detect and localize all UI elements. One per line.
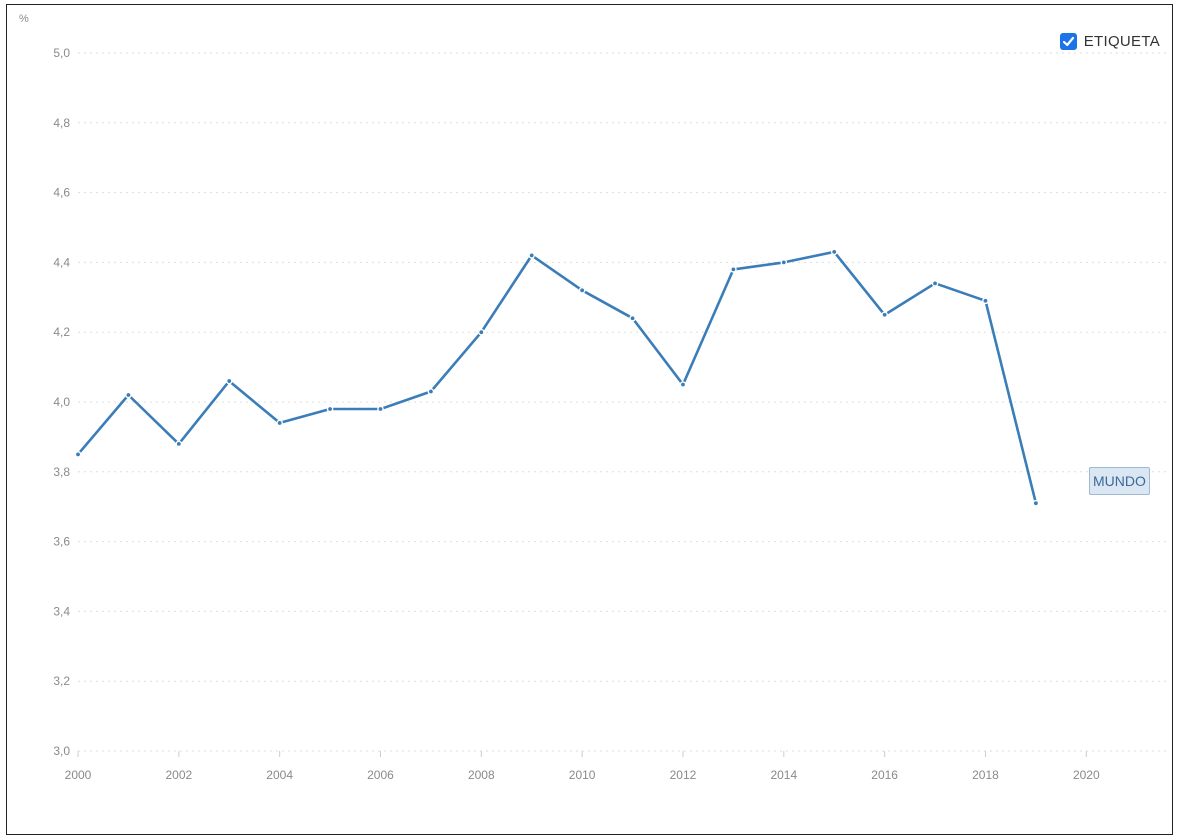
y-tick-label: 3,2: [53, 674, 70, 688]
chart-frame: 3,0 3,2 3,4 3,6 3,8 4,0 4,2 4,4 4,6 4,8 5,0 2000 20…: [6, 4, 1173, 835]
x-tick-label: 2018: [972, 768, 999, 782]
y-axis-unit-label: %: [19, 13, 29, 25]
data-point[interactable]: [377, 405, 384, 413]
series-mundo[interactable]: [74, 248, 1040, 507]
gridlines: [78, 52, 1168, 752]
y-tick-label: 4,8: [53, 116, 70, 130]
data-point[interactable]: [830, 248, 838, 256]
y-axis-ticks: 3,0 3,2 3,4 3,6 3,8 4,0 4,2 4,4 4,6 4,8 5,0: [53, 46, 70, 758]
x-tick-label: 2014: [770, 768, 797, 782]
data-point[interactable]: [175, 440, 183, 448]
data-point[interactable]: [478, 328, 485, 336]
y-tick-label: 4,0: [53, 395, 70, 409]
x-tick-label: 2020: [1073, 768, 1100, 782]
data-point[interactable]: [578, 287, 586, 294]
data-point[interactable]: [74, 451, 82, 458]
data-point[interactable]: [931, 280, 939, 287]
data-point[interactable]: [730, 266, 737, 273]
data-point[interactable]: [679, 381, 687, 388]
y-tick-label: 3,4: [53, 604, 70, 618]
data-point[interactable]: [326, 405, 334, 413]
x-tick-label: 2004: [266, 768, 293, 782]
x-tick-label: 2012: [670, 768, 697, 782]
data-point[interactable]: [1032, 499, 1040, 507]
legend-label: ETIQUETA: [1083, 33, 1160, 50]
x-tick-label: 2008: [468, 768, 495, 782]
data-point[interactable]: [528, 252, 536, 259]
data-point[interactable]: [225, 377, 233, 385]
y-tick-label: 4,4: [53, 255, 70, 269]
y-tick-label: 4,6: [53, 186, 70, 200]
y-tick-label: 5,0: [53, 46, 70, 60]
data-point[interactable]: [427, 388, 435, 395]
data-point[interactable]: [982, 297, 989, 305]
series-line[interactable]: [77, 250, 1038, 504]
data-point[interactable]: [125, 391, 132, 399]
y-tick-label: 3,8: [53, 465, 70, 479]
x-tick-label: 2002: [165, 768, 192, 782]
series-label-mundo[interactable]: MUNDO: [1089, 467, 1150, 495]
legend-checkbox[interactable]: [1059, 33, 1077, 50]
data-point[interactable]: [780, 259, 788, 266]
y-tick-label: 3,6: [53, 535, 70, 549]
x-tick-label: 2006: [367, 768, 394, 782]
x-tick-label: 2010: [569, 768, 596, 782]
data-point[interactable]: [629, 314, 636, 322]
y-tick-label: 3,0: [53, 744, 70, 758]
x-tick-label: 2000: [65, 768, 92, 782]
x-axis-ticks: 2000 2002 2004 2006 2008 2010 2012 2014 2016 2018…: [65, 751, 1100, 782]
data-point[interactable]: [276, 419, 283, 427]
y-tick-label: 4,2: [53, 325, 70, 339]
legend-toggle[interactable]: ETIQUETA: [1059, 33, 1160, 50]
line-chart: 3,03,23,43,63,84,04,24,44,64,85,0 2000 20…: [19, 13, 1168, 782]
check-icon: [1062, 36, 1074, 47]
data-point[interactable]: [881, 311, 888, 319]
x-tick-label: 2016: [871, 768, 898, 782]
